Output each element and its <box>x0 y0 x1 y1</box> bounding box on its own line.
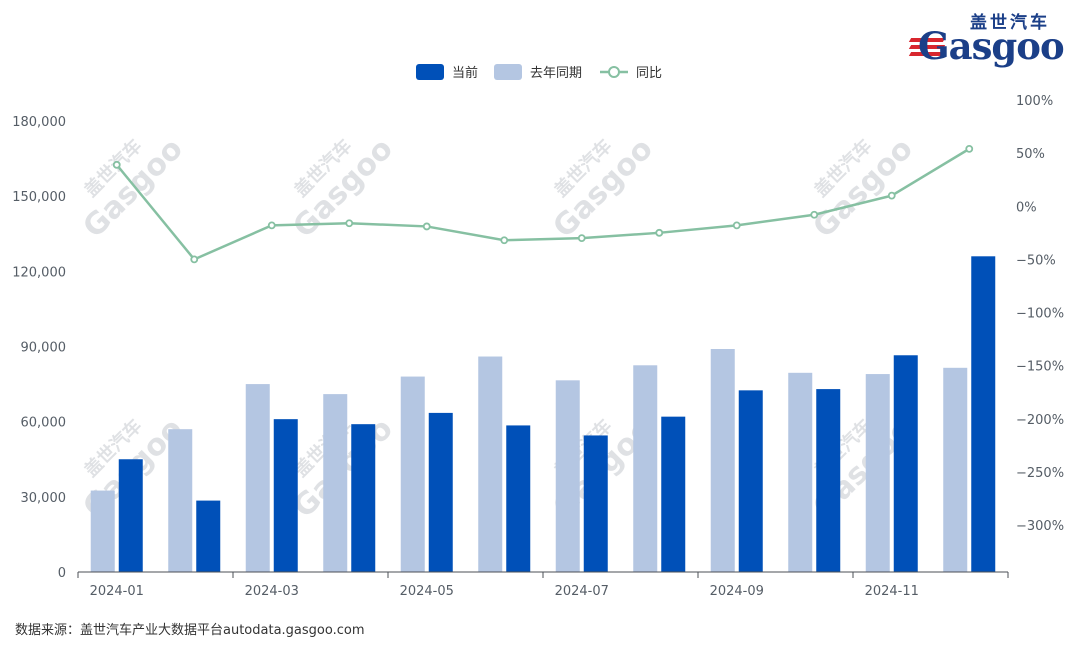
left-tick-label: 60,000 <box>21 416 67 431</box>
bar-last-year <box>168 429 193 572</box>
legend-label-current: 当前 <box>452 65 478 81</box>
yoy-line-path <box>115 147 970 261</box>
right-tick-label: −50% <box>1016 253 1056 268</box>
right-axis-ticks: 100% 50% 0% −50% −100% −150% −200% −250% −300% <box>1016 94 1064 534</box>
current-bars <box>118 256 996 572</box>
bar-last-year <box>865 374 890 572</box>
yoy-point <box>345 219 354 228</box>
bar-last-year <box>710 349 735 572</box>
bar-current <box>893 355 918 572</box>
left-tick-label: 90,000 <box>21 341 67 356</box>
bar-current <box>351 424 376 572</box>
bar-current <box>196 500 221 572</box>
bar-current <box>428 412 453 572</box>
bar-last-year <box>400 376 425 572</box>
bar-last-year <box>323 394 348 572</box>
right-tick-label: 0% <box>1016 200 1037 215</box>
right-tick-label: −300% <box>1016 519 1064 534</box>
bar-last-year <box>478 356 503 572</box>
x-tick-label: 2024-11 <box>865 584 919 599</box>
gasgoo-logo: 盖世汽车 Gasgoo <box>908 8 1070 68</box>
source-note: 数据来源：盖世汽车产业大数据平台autodata.gasgoo.com <box>15 623 365 638</box>
right-tick-label: 50% <box>1016 147 1045 162</box>
x-tick-label: 2024-05 <box>400 584 454 599</box>
left-axis-ticks: 0 30,000 60,000 90,000 120,000 150,000 180,000 <box>12 115 66 581</box>
x-tick-label: 2024-01 <box>90 584 144 599</box>
x-axis-ticks: 2024-01 2024-03 2024-05 2024-07 2024-09 2024-… <box>77 572 1009 599</box>
logo-cn-text: 盖世汽车 <box>970 13 1050 33</box>
bar-last-year <box>555 380 580 572</box>
left-tick-label: 30,000 <box>21 491 67 506</box>
yoy-point <box>190 255 199 264</box>
bar-last-year <box>245 384 270 572</box>
legend-label-last-year: 去年同期 <box>530 66 582 81</box>
bar-current <box>506 425 531 572</box>
bar-last-year <box>788 372 813 572</box>
legend-swatch-yoy-marker <box>608 66 620 78</box>
right-tick-label: −200% <box>1016 413 1064 428</box>
bar-last-year <box>943 367 968 572</box>
logo-en-text: Gasgoo <box>918 24 1065 68</box>
right-tick-label: 100% <box>1016 94 1053 109</box>
yoy-point <box>732 221 741 230</box>
yoy-line-series <box>112 144 974 264</box>
legend: 当前 去年同期 同比 <box>416 64 662 81</box>
bar-current <box>273 419 298 572</box>
x-tick-label: 2024-09 <box>710 584 764 599</box>
legend-swatch-last-year <box>494 64 522 80</box>
bar-current <box>738 390 763 572</box>
bar-current <box>661 416 686 572</box>
bar-current <box>118 459 143 572</box>
bar-last-year <box>633 365 658 572</box>
bar-current <box>583 435 608 572</box>
legend-swatch-current <box>416 64 444 80</box>
left-tick-label: 120,000 <box>12 265 66 280</box>
right-tick-label: −150% <box>1016 360 1064 375</box>
yoy-point <box>577 234 586 243</box>
right-tick-label: −100% <box>1016 307 1064 322</box>
left-tick-label: 180,000 <box>12 115 66 130</box>
yoy-point <box>500 236 509 245</box>
yoy-point <box>655 228 664 237</box>
legend-label-yoy: 同比 <box>636 66 662 81</box>
yoy-point <box>112 160 121 169</box>
bar-last-year <box>90 490 115 572</box>
yoy-point <box>810 210 819 219</box>
yoy-point <box>887 191 896 200</box>
left-tick-label: 0 <box>58 566 66 581</box>
right-tick-label: −250% <box>1016 466 1064 481</box>
yoy-point <box>422 222 431 231</box>
bar-current <box>971 256 996 572</box>
x-tick-label: 2024-03 <box>245 584 299 599</box>
left-tick-label: 150,000 <box>12 190 66 205</box>
yoy-point <box>267 221 276 230</box>
bar-current <box>816 389 841 572</box>
last-year-bars <box>90 349 968 572</box>
yoy-point <box>965 144 974 153</box>
x-tick-label: 2024-07 <box>555 584 609 599</box>
